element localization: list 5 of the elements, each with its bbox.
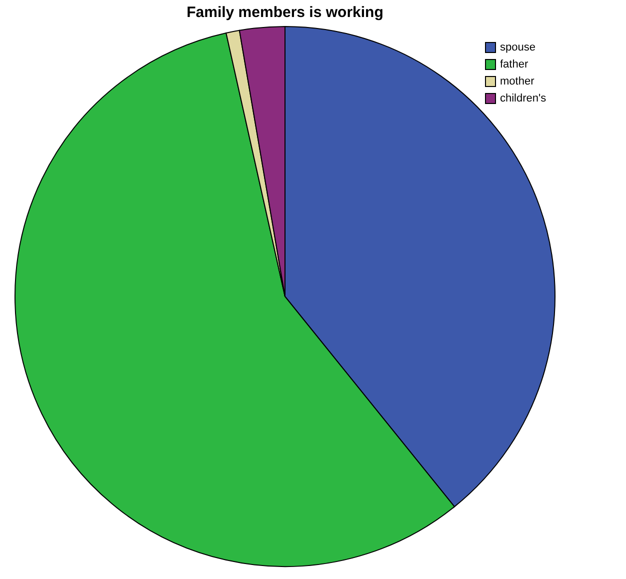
legend-label: spouse [500,42,536,54]
chart-title: Family members is working [186,4,384,21]
legend-label: mother [500,76,535,88]
legend-label: father [500,58,528,70]
legend-label: children's [500,92,547,104]
